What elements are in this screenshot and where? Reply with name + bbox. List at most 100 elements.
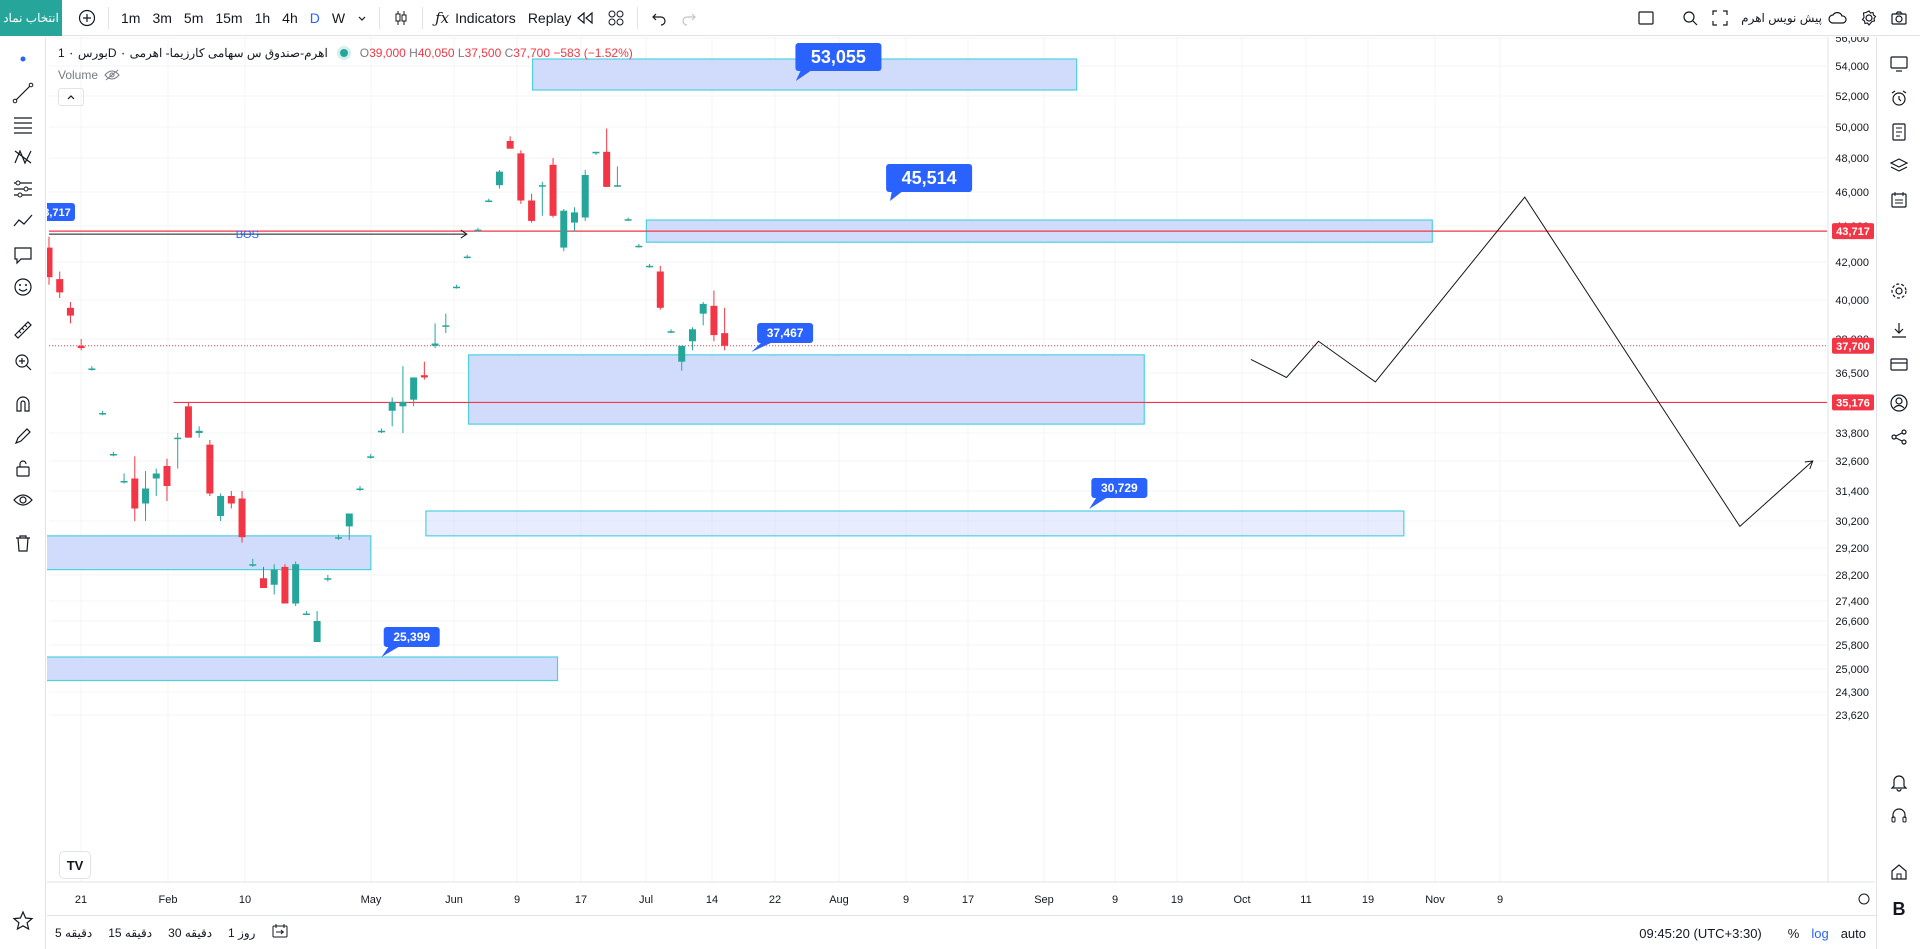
- zone-label: 25,399: [393, 630, 430, 644]
- undo-button[interactable]: [644, 0, 674, 36]
- zoom-in-tool[interactable]: [0, 347, 46, 377]
- interval-w[interactable]: W: [331, 9, 346, 26]
- symbol-search-button[interactable]: انتخاب نماد: [0, 0, 62, 36]
- price-tick-label: 46,000: [1835, 187, 1869, 199]
- range-5m[interactable]: 5 دقیقه: [55, 925, 93, 940]
- alerts-button[interactable]: [1877, 83, 1920, 113]
- fullscreen-button[interactable]: [1705, 0, 1735, 36]
- range-1d[interactable]: 1 روز: [228, 925, 256, 940]
- range-30m[interactable]: 30 دقیقه: [168, 925, 213, 940]
- badge-pointer: [381, 645, 402, 657]
- badge-pointer: [889, 190, 905, 201]
- time-tick-label: 19: [1171, 894, 1183, 906]
- auto-toggle[interactable]: auto: [1840, 925, 1866, 941]
- time-tick-label: 9: [1112, 894, 1118, 906]
- candle-body: [721, 333, 729, 346]
- price-tick-label: 50,000: [1835, 122, 1869, 134]
- object-tree-button[interactable]: [1877, 151, 1920, 181]
- candle-body: [528, 200, 536, 221]
- interval-3m[interactable]: 3m: [152, 9, 172, 26]
- interval-15m[interactable]: 15m: [215, 9, 243, 26]
- interval-4h[interactable]: 4h: [282, 9, 298, 26]
- stay-in-drawing-tool[interactable]: [0, 421, 46, 451]
- notifications-button[interactable]: [1877, 767, 1920, 797]
- interval-dropdown[interactable]: [351, 0, 373, 36]
- date-range-button[interactable]: [263, 923, 297, 942]
- brush-tool[interactable]: [0, 206, 46, 236]
- clock-time[interactable]: 09:45:20 (UTC+3:30): [1639, 925, 1762, 941]
- time-tick-label: 22: [769, 894, 781, 906]
- support-button[interactable]: [1877, 801, 1920, 831]
- text-tool[interactable]: [0, 240, 46, 270]
- symbol-title[interactable]: بورس ۰ 1D ۰ اهرم-صندوق س سهامی کارزیما- …: [58, 46, 328, 60]
- pattern-tool[interactable]: [0, 142, 46, 172]
- chevron-up-icon: [67, 95, 75, 100]
- interval-1m[interactable]: 1m: [121, 9, 141, 26]
- ohlc-values: O39,000 H40,050 L37,500 C37,700 −583 (−1…: [360, 46, 633, 60]
- interval-d[interactable]: D: [309, 9, 320, 26]
- profile-button[interactable]: [1877, 388, 1920, 418]
- fullscreen-frame-button[interactable]: [1631, 0, 1661, 36]
- replay-button[interactable]: Replay: [522, 0, 602, 36]
- quick-search-button[interactable]: [1675, 0, 1705, 36]
- volume-label[interactable]: Volume: [58, 68, 99, 82]
- download-button[interactable]: [1877, 315, 1920, 345]
- watchlist-button[interactable]: [1877, 49, 1920, 79]
- time-tick-label: 10: [239, 894, 251, 906]
- price-tick-label: 56,000: [1835, 37, 1869, 45]
- fib-tool[interactable]: [0, 110, 46, 140]
- redo-button[interactable]: [674, 0, 704, 36]
- share-button[interactable]: [1877, 422, 1920, 452]
- prediction-tool[interactable]: [0, 174, 46, 204]
- chart-area[interactable]: BOS 53,055 45,514 37,467 30,729 25,399 3,717 56…: [47, 37, 1875, 914]
- chevron-down-icon: [358, 16, 366, 21]
- time-tick-label: Jul: [639, 894, 653, 906]
- legend-collapse-button[interactable]: [58, 88, 84, 106]
- trend-line-tool[interactable]: [0, 78, 46, 108]
- candle-body: [345, 513, 353, 527]
- price-chart[interactable]: BOS 53,055 45,514 37,467 30,729 25,399 3,717 56…: [47, 37, 1875, 914]
- home-button[interactable]: [1877, 857, 1920, 887]
- interval-1h[interactable]: 1h: [254, 9, 271, 26]
- log-toggle[interactable]: log: [1811, 925, 1829, 941]
- chart-settings-button[interactable]: [1877, 276, 1920, 306]
- eye-off-icon[interactable]: [104, 69, 120, 81]
- price-tick-label: 30,200: [1835, 516, 1869, 528]
- candle-body: [613, 185, 621, 187]
- toolbar-divider: [379, 6, 381, 29]
- hide-drawings-tool[interactable]: [0, 485, 46, 515]
- plus-circle-icon: [78, 9, 96, 26]
- remove-drawings-tool[interactable]: [0, 528, 46, 558]
- magnet-tool[interactable]: [0, 389, 46, 419]
- chart-type-button[interactable]: [386, 0, 416, 36]
- favorites-tool[interactable]: [0, 906, 46, 936]
- emoji-tool[interactable]: [0, 272, 46, 302]
- series-legend: بورس ۰ 1D ۰ اهرم-صندوق س سهامی کارزیما- …: [58, 46, 633, 60]
- trading-panel-button[interactable]: [1877, 349, 1920, 379]
- measure-tool[interactable]: [0, 315, 46, 345]
- indicators-button[interactable]: ƒx Indicators: [429, 0, 522, 36]
- snapshot-button[interactable]: [1884, 0, 1914, 36]
- broker-button[interactable]: B: [1877, 894, 1920, 924]
- lock-drawings-tool[interactable]: [0, 453, 46, 483]
- interval-5m[interactable]: 5m: [183, 9, 204, 26]
- range-15m[interactable]: 15 دقیقه: [108, 925, 153, 940]
- candle-body: [635, 245, 643, 248]
- candle-body: [624, 219, 632, 221]
- candle-body: [399, 401, 407, 407]
- layouts-button[interactable]: [601, 0, 631, 36]
- axis-settings-icon[interactable]: [1858, 893, 1870, 905]
- publish-draft-button[interactable]: پیش نویس اهرم: [1735, 0, 1854, 36]
- add-symbol-button[interactable]: [72, 0, 102, 36]
- percent-toggle[interactable]: %: [1787, 925, 1800, 941]
- price-tick-label: 27,400: [1835, 596, 1869, 608]
- settings-button[interactable]: [1854, 0, 1884, 36]
- calendar-button[interactable]: [1877, 185, 1920, 215]
- candle-body: [99, 413, 107, 415]
- candles-icon: [395, 10, 407, 25]
- news-button[interactable]: [1877, 117, 1920, 147]
- cursor-tool[interactable]: [0, 44, 46, 74]
- bottom-toolbar-right: 09:45:20 (UTC+3:30) % log auto: [1639, 916, 1866, 949]
- tradingview-logo[interactable]: TV: [60, 852, 90, 878]
- badge-box: [1091, 478, 1148, 498]
